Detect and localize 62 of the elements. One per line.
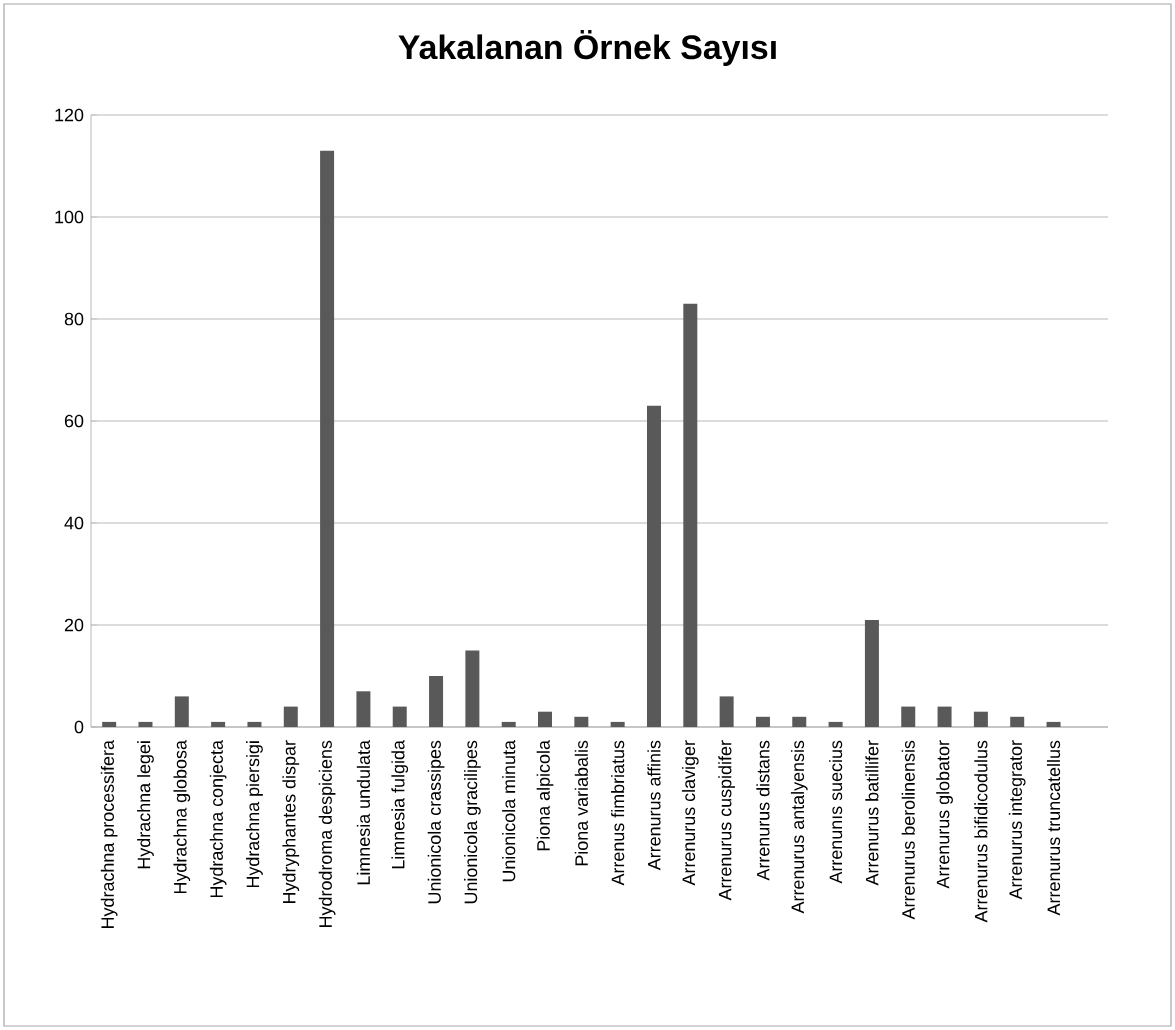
x-tick-label: Limnesia undulata xyxy=(356,740,371,885)
x-tick-label: Limnesia fulgida xyxy=(391,740,409,869)
y-tick-label: 40 xyxy=(64,516,84,530)
x-tick-label: Arrenurus bifidicodulus xyxy=(974,740,988,923)
x-tick-label: Arrenurus truncatellus xyxy=(1046,740,1061,916)
x-tick-label: Arrenurus distans xyxy=(756,740,770,881)
chart-title: Yakalanan Örnek Sayısı xyxy=(398,30,776,66)
bar xyxy=(973,711,988,727)
x-tick-label: Arrenurus globator xyxy=(936,740,953,889)
x-tick-label: Hydrodroma despiciens xyxy=(318,740,336,927)
x-tick-label: Arrenurus antalyensis xyxy=(790,740,808,914)
bar xyxy=(755,716,770,727)
x-tick-label: Piona alpicola xyxy=(536,740,554,851)
bar xyxy=(864,619,879,727)
y-tick-label: 0 xyxy=(74,720,84,734)
bar xyxy=(828,721,843,727)
x-tick-label: Arrenurus integrator xyxy=(1008,740,1026,900)
x-tick-label: Piona variabalis xyxy=(574,740,588,866)
y-tick-label: 60 xyxy=(64,414,84,428)
x-tick-label: Arrenurus berolinensis xyxy=(901,740,915,920)
bar xyxy=(646,405,661,727)
bar xyxy=(247,721,262,727)
bar xyxy=(937,706,952,727)
bar xyxy=(429,676,444,727)
bar xyxy=(138,721,153,727)
bar xyxy=(574,716,589,727)
x-tick-label: Hydrachna legei xyxy=(137,741,154,869)
y-tick-label: 120 xyxy=(55,108,84,122)
bar xyxy=(211,721,226,727)
bar xyxy=(683,303,698,727)
bar xyxy=(1010,716,1025,727)
y-tick-label: 100 xyxy=(55,210,84,224)
bar xyxy=(792,716,807,727)
bar xyxy=(320,150,335,727)
x-tick-label: Hydryphantes dispar xyxy=(282,740,300,904)
bar xyxy=(501,721,516,727)
x-tick-label: Arrenurus cuspidifer xyxy=(718,740,735,901)
bar xyxy=(356,691,371,727)
bar xyxy=(174,696,189,727)
x-tick-label: Hydrachna piersigi xyxy=(246,741,263,888)
x-tick-label: Hydrachna conjecta xyxy=(209,740,227,898)
x-tick-label: Arrenus fimbriatus xyxy=(611,740,625,886)
bar xyxy=(719,696,734,727)
x-tick-label: Arrenurus batillifer xyxy=(865,740,879,886)
bar xyxy=(610,721,625,727)
x-tick-label: Unionicola gracilipes xyxy=(464,740,481,904)
bar xyxy=(901,706,916,727)
x-tick-label: Arrenurus claviger xyxy=(681,740,699,886)
x-tick-label: Unionicola crassipes xyxy=(427,740,445,904)
y-tick-label: 20 xyxy=(64,618,84,632)
x-tick-label: Unionicola minuta xyxy=(502,740,516,882)
x-tick-label: Hydrachna processifera xyxy=(100,740,118,928)
x-tick-label: Arrenurus affinis xyxy=(647,740,661,871)
x-tick-label: Hydrachna globosa xyxy=(173,740,191,894)
bar xyxy=(538,711,553,727)
bar xyxy=(283,706,298,727)
bar xyxy=(392,706,407,727)
bar xyxy=(465,650,480,727)
y-tick-label: 80 xyxy=(64,312,84,326)
x-tick-label: Arrenunıs suecius xyxy=(829,740,843,884)
bar xyxy=(102,721,117,727)
bar xyxy=(1046,721,1061,727)
